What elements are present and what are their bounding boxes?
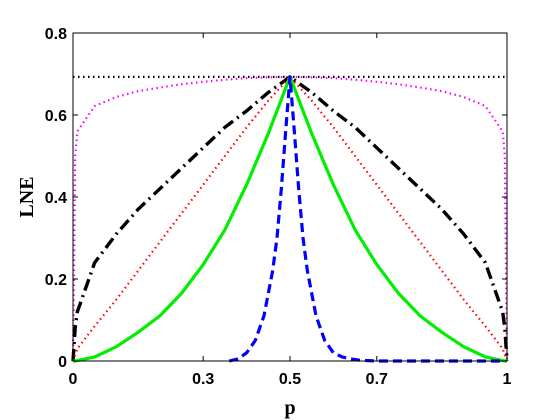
y-axis-label: LNE — [16, 176, 38, 217]
series-line-3 — [71, 75, 509, 362]
x-tick-label: 0.3 — [192, 371, 214, 388]
y-tick-label: 0.6 — [45, 108, 67, 125]
x-tick-label: 0.5 — [279, 371, 301, 388]
series-line-4 — [71, 75, 509, 362]
x-tick-label: 1 — [503, 371, 512, 388]
x-tick-label: 0 — [69, 371, 78, 388]
y-tick-label: 0.4 — [45, 190, 67, 207]
y-tick-label: 0.8 — [45, 26, 67, 43]
x-tick-label: 0.7 — [366, 371, 388, 388]
y-tick-label: 0.2 — [45, 272, 67, 289]
x-axis-label: p — [284, 397, 295, 419]
tick-layer: 0 0.3 0.5 0.7 1 0 0.2 0.4 0.6 0.8 — [45, 26, 512, 388]
y-tick-label: 0 — [58, 354, 67, 371]
